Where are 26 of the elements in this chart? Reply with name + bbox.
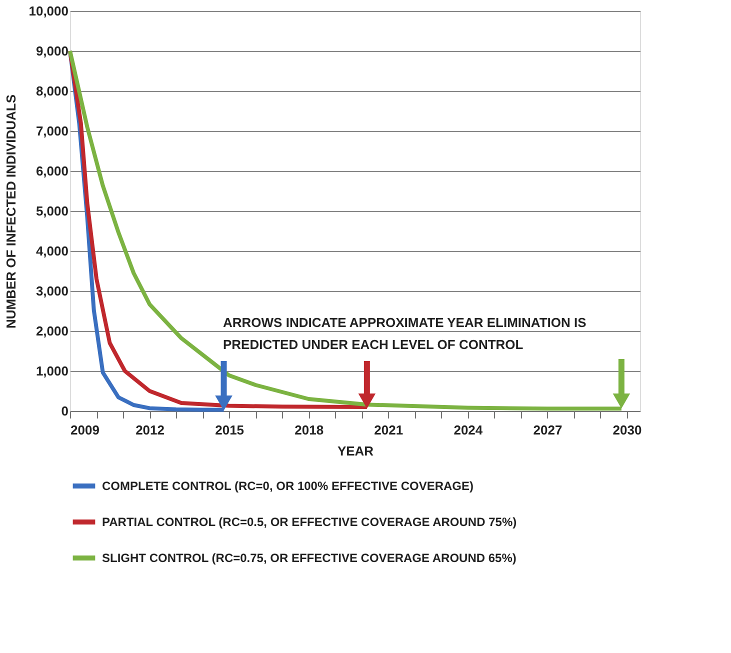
x-tick-label: 2030 <box>612 422 642 438</box>
x-tick-label: 2018 <box>294 422 324 438</box>
y-tick-label: 9,000 <box>36 44 68 58</box>
annotation: ARROWS INDICATE APPROXIMATE YEAR ELIMINATION IS <box>223 315 587 330</box>
legend-label: PARTIAL CONTROL (RC=0.5, OR EFFECTIVE COVERAGE AROUND 75%) <box>102 515 517 529</box>
legend-label: COMPLETE CONTROL (RC=0, OR 100% EFFECTIVE COVERAGE) <box>102 479 474 493</box>
y-tick-label: 8,000 <box>36 84 68 98</box>
y-tick-label: 0 <box>61 404 68 418</box>
y-tick-label: 1,000 <box>36 364 68 378</box>
y-tick-label: 6,000 <box>36 164 68 178</box>
x-tick-label: 2015 <box>215 422 244 438</box>
annotation: PREDICTED UNDER EACH LEVEL OF CONTROL <box>223 337 524 352</box>
legend-label: SLIGHT CONTROL (RC=0.75, OR EFFECTIVE COVERAGE AROUND 65%) <box>102 551 516 565</box>
y-tick-label: 7,000 <box>36 124 68 138</box>
x-tick-label: 2027 <box>533 422 562 438</box>
y-axis-title: NUMBER OF INFECTED INDIVIDUALS <box>4 94 19 328</box>
y-tick-label: 5,000 <box>36 204 68 218</box>
x-tick-label: 2009 <box>70 422 100 438</box>
x-axis-title: YEAR <box>337 444 374 458</box>
y-tick-label: 10,000 <box>28 4 68 18</box>
x-tick-label: 2021 <box>374 422 404 438</box>
y-tick-label: 3,000 <box>36 284 68 298</box>
x-tick-label: 2024 <box>454 422 484 438</box>
y-tick-label: 2,000 <box>36 324 68 338</box>
x-tick-label: 2012 <box>136 422 164 438</box>
y-tick-label: 4,000 <box>36 244 68 258</box>
